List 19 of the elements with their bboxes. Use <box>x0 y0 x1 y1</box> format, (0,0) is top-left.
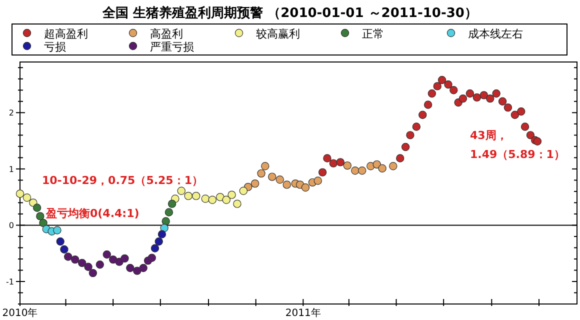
legend-label: 成本线左右 <box>468 28 523 40</box>
y-tick-label: 0 <box>8 221 14 230</box>
legend-label: 高盈利 <box>150 28 183 40</box>
annotation: 1.49（5.89：1） <box>470 148 565 161</box>
annotation: 43周， <box>470 129 508 142</box>
x-tick-label: 2011年 <box>285 307 321 319</box>
legend-label: 亏损 <box>44 40 66 54</box>
y-tick-label: -1 <box>6 277 14 286</box>
chart-title: 全国 生猪养殖盈利周期预警 （2010-01-01 ～2011-10-30） <box>102 5 478 21</box>
legend-label: 较高赢利 <box>256 28 300 40</box>
y-tick-label: 1 <box>8 164 14 174</box>
legend-label: 严重亏损 <box>150 40 194 54</box>
y-tick-label: 2 <box>8 108 14 118</box>
ref-line: 盈亏均衡0(4.4:1) <box>20 207 578 226</box>
legend-label: 正常 <box>362 28 384 40</box>
x-tick-label: 2010年 <box>2 307 38 319</box>
ref-line-label: 盈亏均衡0(4.4:1) <box>45 207 140 220</box>
annotation: 10-10-29，0.75（5.25：1） <box>42 174 203 187</box>
legend-label: 超高盈利 <box>44 28 88 40</box>
